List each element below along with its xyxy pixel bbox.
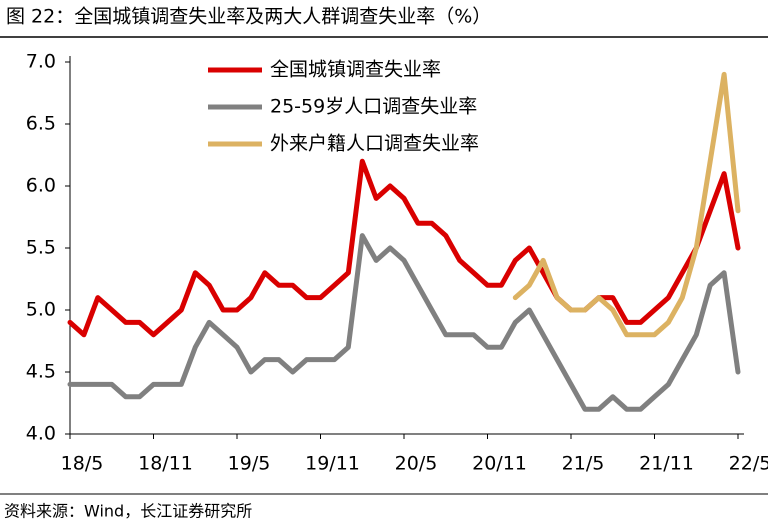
x-tick-label: 18/11: [138, 453, 193, 475]
x-tick-label: 19/11: [305, 453, 360, 475]
line-series: [67, 233, 741, 412]
x-tick-label: 22/5: [729, 453, 768, 475]
x-tick-label: 19/5: [228, 453, 271, 475]
y-tick-label: 4.0: [26, 423, 56, 445]
chart-title: 图 22：全国城镇调查失业率及两大人群调查失业率（%）: [6, 6, 491, 28]
legend-label: 25-59岁人口调查失业率: [270, 96, 477, 118]
y-tick-label: 5.0: [26, 299, 56, 321]
source: 资料来源：Wind，长江证券研究所: [4, 502, 252, 521]
x-tick-label: 21/5: [562, 453, 605, 475]
x-tick-label: 20/5: [395, 453, 438, 475]
y-tick-label: 7.0: [26, 51, 56, 73]
x-tick-label: 21/11: [639, 453, 694, 475]
y-tick-label: 5.5: [26, 237, 56, 259]
x-tick-label: 20/11: [472, 453, 527, 475]
x-tick-label: 18/5: [61, 453, 104, 475]
y-tick-label: 6.5: [26, 113, 56, 135]
y-tick-label: 4.5: [26, 361, 56, 383]
y-tick-label: 6.0: [26, 175, 56, 197]
legend-label: 外来户籍人口调查失业率: [270, 133, 479, 155]
legend-label: 全国城镇调查失业率: [270, 59, 441, 81]
line-series: [512, 71, 741, 338]
line-series: [67, 158, 741, 338]
